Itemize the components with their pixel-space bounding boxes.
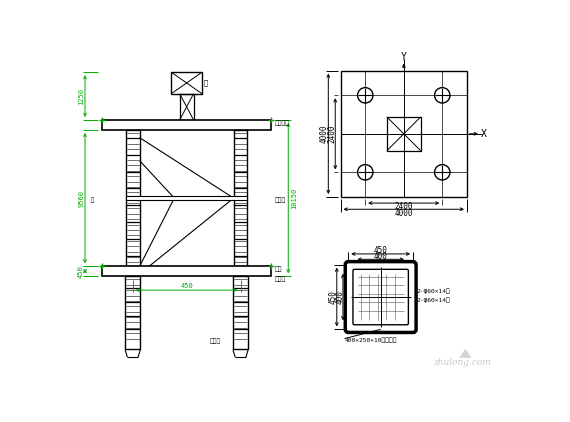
Text: 2400: 2400 (328, 124, 337, 143)
Bar (102, 266, 271, 276)
Polygon shape (233, 349, 249, 357)
Text: 400×250×10薄壁方管: 400×250×10薄壁方管 (344, 337, 397, 343)
Text: 梁顶标高: 梁顶标高 (275, 120, 290, 126)
Bar (171, 72, 202, 94)
Bar (126, 130, 140, 266)
Polygon shape (125, 349, 140, 357)
FancyBboxPatch shape (353, 269, 408, 325)
Text: 梁: 梁 (91, 197, 94, 203)
Text: 1250: 1250 (78, 88, 84, 105)
Text: 400: 400 (374, 252, 388, 261)
Text: 400: 400 (335, 290, 344, 304)
Text: 2-φ60×14筋: 2-φ60×14筋 (417, 288, 451, 294)
Bar (233, 276, 249, 349)
Circle shape (357, 88, 373, 103)
Text: 9560: 9560 (78, 189, 84, 207)
Bar (387, 117, 421, 151)
Text: zhulong.com: zhulong.com (433, 358, 490, 367)
Text: 桩顶: 桩顶 (275, 267, 283, 272)
Text: 2-φ60×14筋: 2-φ60×14筋 (417, 298, 451, 303)
Text: 450: 450 (328, 290, 337, 304)
Text: 10150: 10150 (291, 187, 298, 209)
Bar (234, 130, 247, 266)
Text: 格构柱: 格构柱 (275, 197, 287, 203)
Text: 450: 450 (78, 265, 84, 278)
FancyBboxPatch shape (345, 262, 416, 333)
Bar (125, 276, 140, 349)
Circle shape (434, 88, 450, 103)
Text: X: X (481, 129, 487, 139)
Text: 2400: 2400 (394, 202, 413, 211)
Bar (180, 94, 194, 120)
Bar (126, 196, 247, 200)
Bar (341, 70, 467, 197)
Bar (102, 120, 271, 130)
Text: 塔: 塔 (203, 80, 208, 86)
Text: Y: Y (401, 52, 407, 62)
Circle shape (434, 165, 450, 180)
Polygon shape (459, 349, 471, 358)
Text: 450: 450 (180, 283, 193, 289)
Text: 钻孔桩: 钻孔桩 (210, 339, 221, 344)
Text: 4000: 4000 (320, 124, 329, 143)
Text: 承台底: 承台底 (275, 276, 287, 282)
Text: 4000: 4000 (394, 208, 413, 218)
Text: 450: 450 (374, 246, 388, 254)
Circle shape (357, 165, 373, 180)
